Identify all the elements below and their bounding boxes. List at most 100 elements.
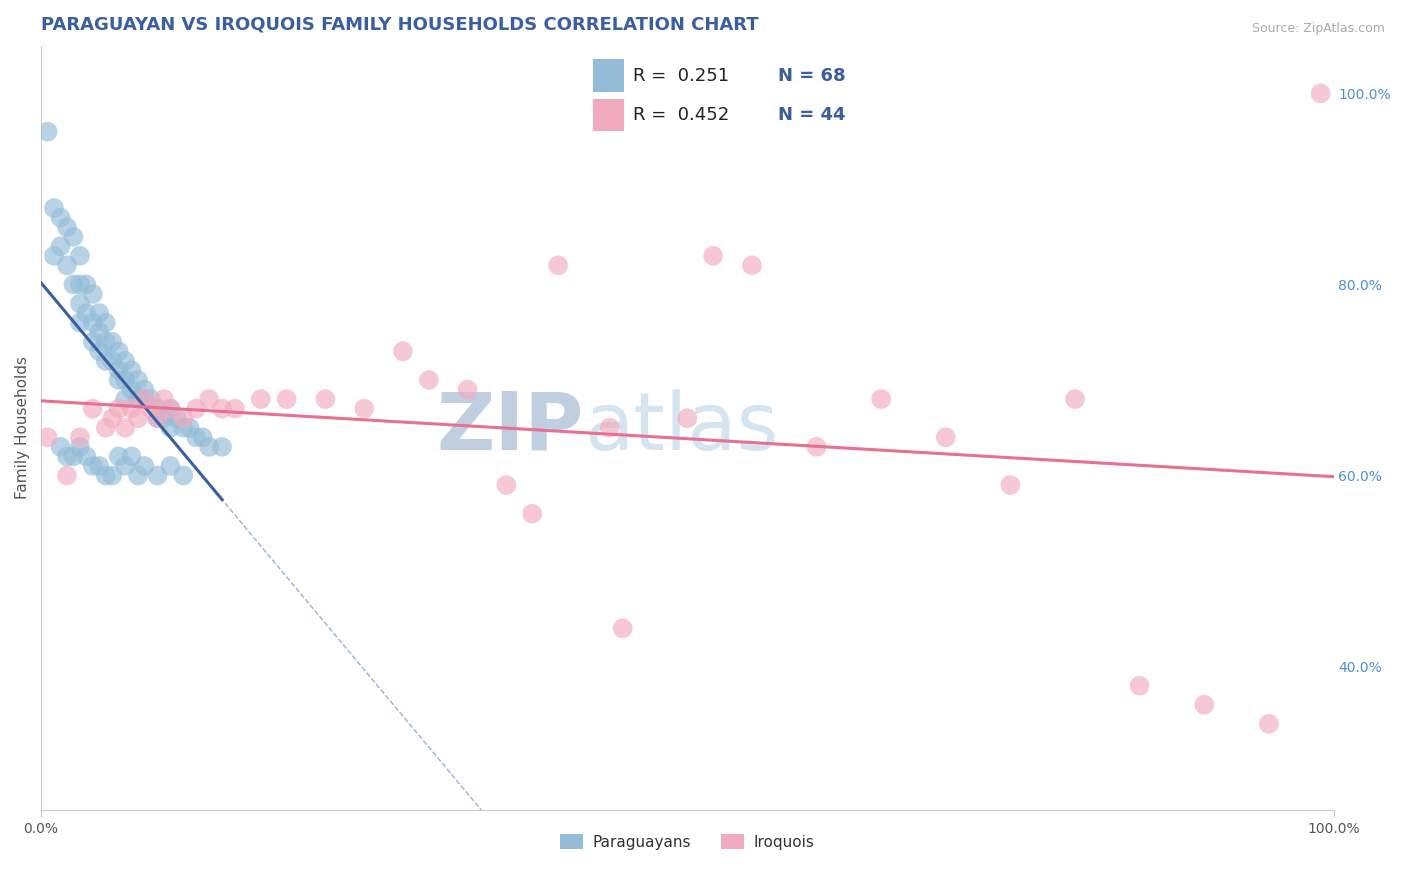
Point [186, 401, 208, 416]
Point [107, 401, 129, 416]
Point [1194, 698, 1216, 712]
Point [49, 239, 72, 253]
Point [146, 411, 169, 425]
Point [191, 430, 214, 444]
Text: R =  0.251: R = 0.251 [633, 67, 730, 85]
Point [1064, 392, 1087, 406]
Point [211, 440, 233, 454]
Bar [593, 60, 624, 92]
Point [314, 392, 336, 406]
Point [495, 478, 517, 492]
Point [49, 440, 72, 454]
Point [159, 458, 181, 473]
Point [101, 411, 124, 425]
Point [94, 468, 117, 483]
Point [1000, 478, 1022, 492]
Text: N = 68: N = 68 [779, 67, 846, 85]
Point [114, 354, 136, 368]
Point [153, 392, 176, 406]
Point [62, 277, 84, 292]
Point [121, 383, 143, 397]
Point [139, 401, 162, 416]
Text: PARAGUAYAN VS IROQUOIS FAMILY HOUSEHOLDS CORRELATION CHART: PARAGUAYAN VS IROQUOIS FAMILY HOUSEHOLDS… [41, 15, 759, 33]
Bar [593, 99, 624, 131]
Point [186, 430, 208, 444]
Point [69, 249, 91, 263]
Point [198, 440, 221, 454]
Point [37, 125, 59, 139]
Point [114, 421, 136, 435]
Point [806, 440, 828, 454]
Point [69, 440, 91, 454]
Point [198, 392, 221, 406]
Point [56, 220, 79, 235]
Point [418, 373, 440, 387]
Point [159, 421, 181, 435]
Point [741, 258, 763, 272]
Point [89, 344, 111, 359]
Point [94, 354, 117, 368]
Point [127, 392, 149, 406]
Text: Source: ZipAtlas.com: Source: ZipAtlas.com [1251, 22, 1385, 36]
Point [935, 430, 957, 444]
Point [134, 392, 156, 406]
Point [49, 211, 72, 225]
Point [146, 468, 169, 483]
Point [56, 450, 79, 464]
Point [870, 392, 893, 406]
Point [82, 458, 104, 473]
Point [101, 468, 124, 483]
Point [56, 468, 79, 483]
Point [94, 421, 117, 435]
Point [1309, 87, 1331, 101]
Point [146, 401, 169, 416]
Point [166, 411, 188, 425]
Point [94, 316, 117, 330]
Point [114, 458, 136, 473]
Point [159, 401, 181, 416]
Point [107, 363, 129, 377]
Point [42, 249, 65, 263]
Point [179, 421, 201, 435]
Point [702, 249, 724, 263]
Point [121, 401, 143, 416]
Point [75, 277, 97, 292]
Point [75, 450, 97, 464]
Point [114, 373, 136, 387]
Point [547, 258, 569, 272]
Point [107, 344, 129, 359]
Point [599, 421, 621, 435]
Point [676, 411, 699, 425]
Y-axis label: Family Households: Family Households [15, 356, 30, 500]
Point [1129, 679, 1152, 693]
Point [82, 334, 104, 349]
Point [159, 401, 181, 416]
Point [101, 354, 124, 368]
Point [56, 258, 79, 272]
Point [612, 621, 634, 635]
Point [82, 401, 104, 416]
Point [37, 430, 59, 444]
Point [101, 334, 124, 349]
Point [62, 229, 84, 244]
Point [62, 450, 84, 464]
Point [172, 411, 194, 425]
Point [89, 306, 111, 320]
Point [211, 401, 233, 416]
Point [75, 306, 97, 320]
Point [172, 421, 194, 435]
Point [224, 401, 246, 416]
Point [107, 373, 129, 387]
Text: ZIP: ZIP [437, 389, 583, 467]
Point [69, 296, 91, 310]
Text: atlas: atlas [583, 389, 779, 467]
Point [89, 458, 111, 473]
Point [146, 411, 169, 425]
Point [250, 392, 273, 406]
Point [121, 450, 143, 464]
Point [127, 468, 149, 483]
Text: N = 44: N = 44 [779, 106, 846, 124]
Point [94, 334, 117, 349]
Point [392, 344, 415, 359]
Point [127, 411, 149, 425]
